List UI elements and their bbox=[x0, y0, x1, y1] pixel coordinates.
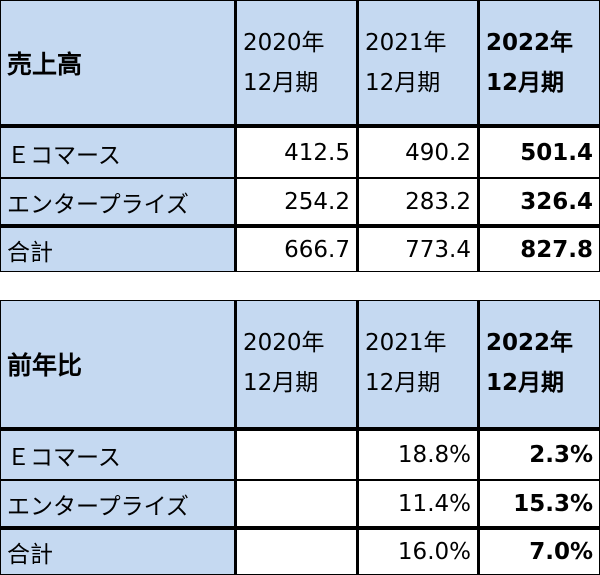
header-line: 12月期 bbox=[486, 370, 565, 396]
row-label: Ｅコマース bbox=[0, 430, 235, 480]
value-cell bbox=[235, 480, 357, 527]
row-label: 合計 bbox=[0, 225, 235, 272]
header-line: 2021年 bbox=[365, 30, 447, 56]
value-cell: 326.4 bbox=[478, 178, 600, 225]
value-cell: 2.3% bbox=[478, 430, 600, 480]
value-cell: 18.8% bbox=[357, 430, 478, 480]
value-cell: 773.4 bbox=[357, 225, 478, 272]
header-line: 12月期 bbox=[486, 70, 565, 96]
value-cell: 254.2 bbox=[235, 178, 357, 225]
header-line: 12月期 bbox=[365, 70, 441, 96]
value-cell: 15.3% bbox=[478, 480, 600, 527]
column-header: 2020年 12月期 bbox=[235, 0, 357, 127]
column-header: 2021年 12月期 bbox=[357, 0, 478, 127]
header-line: 2022年 bbox=[486, 30, 574, 56]
row-label: Ｅコマース bbox=[0, 127, 235, 178]
value-cell bbox=[235, 430, 357, 480]
value-cell bbox=[235, 527, 357, 575]
header-line: 2021年 bbox=[365, 330, 447, 356]
table-title: 売上高 bbox=[0, 0, 235, 127]
value-cell: 412.5 bbox=[235, 127, 357, 178]
value-cell: 666.7 bbox=[235, 225, 357, 272]
column-header: 2022年 12月期 bbox=[478, 0, 600, 127]
header-line: 2020年 bbox=[243, 30, 325, 56]
table-title: 前年比 bbox=[0, 300, 235, 430]
value-cell: 16.0% bbox=[357, 527, 478, 575]
row-label: エンタープライズ bbox=[0, 480, 235, 527]
column-header: 2021年 12月期 bbox=[357, 300, 478, 430]
value-cell: 7.0% bbox=[478, 527, 600, 575]
value-cell: 490.2 bbox=[357, 127, 478, 178]
value-cell: 283.2 bbox=[357, 178, 478, 225]
header-line: 2022年 bbox=[486, 330, 574, 356]
header-line: 12月期 bbox=[365, 370, 441, 396]
row-label: 合計 bbox=[0, 527, 235, 575]
header-line: 12月期 bbox=[243, 370, 319, 396]
row-label: エンタープライズ bbox=[0, 178, 235, 225]
value-cell: 11.4% bbox=[357, 480, 478, 527]
column-header: 2020年 12月期 bbox=[235, 300, 357, 430]
value-cell: 501.4 bbox=[478, 127, 600, 178]
column-header: 2022年 12月期 bbox=[478, 300, 600, 430]
header-line: 2020年 bbox=[243, 330, 325, 356]
header-line: 12月期 bbox=[243, 70, 319, 96]
value-cell: 827.8 bbox=[478, 225, 600, 272]
